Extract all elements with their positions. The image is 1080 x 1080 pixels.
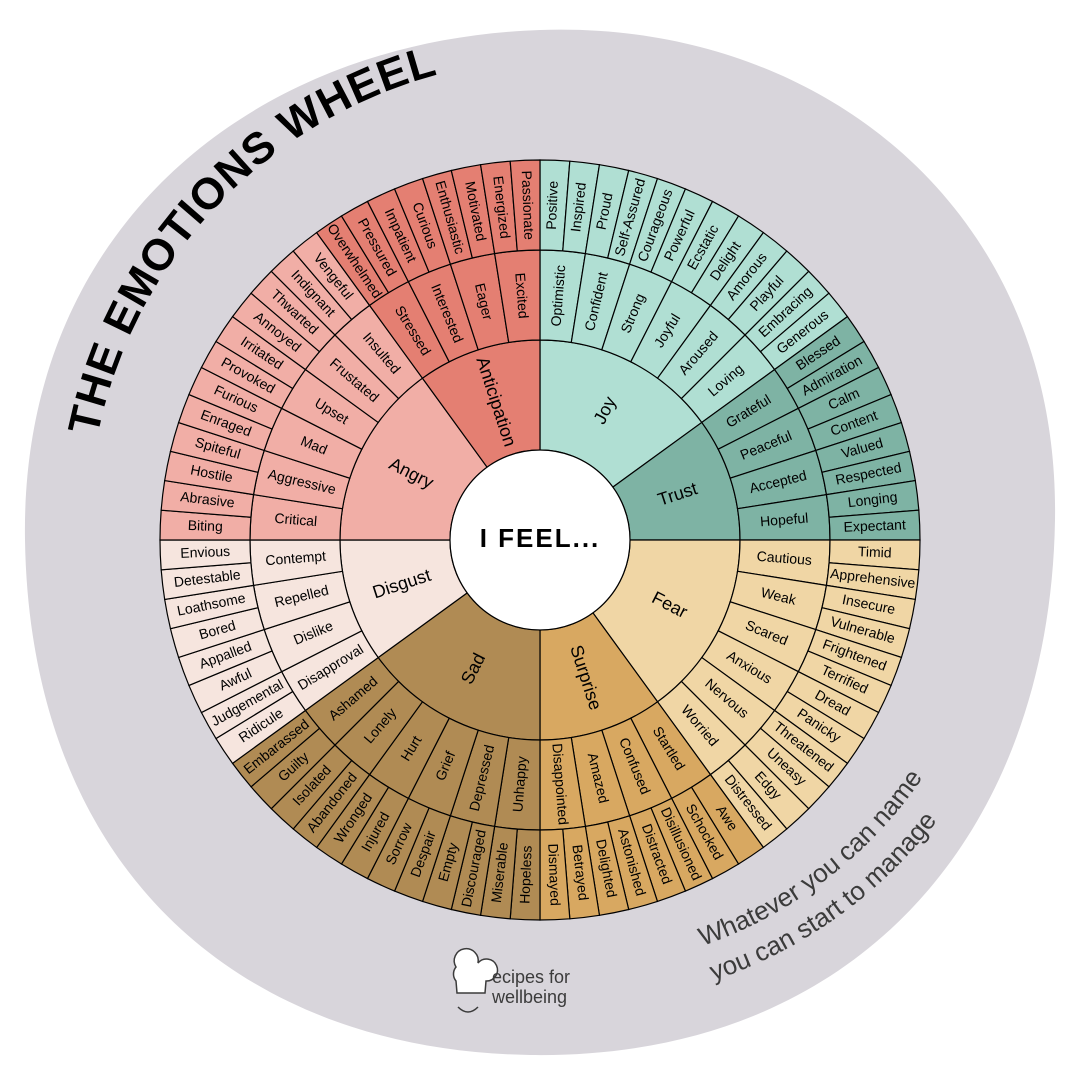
emotions-wheel-infographic: JoyOptimisticConfidentStrongJoyfulArouse… <box>0 0 1080 1080</box>
outer-label: Dismayed <box>545 843 563 906</box>
mid-label: Critical <box>274 510 318 529</box>
outer-label: Passionate <box>519 170 538 240</box>
outer-label: Timid <box>858 543 892 560</box>
outer-label: Envious <box>180 543 230 561</box>
center-label: I FEEL... <box>480 523 601 553</box>
logo-line1: ecipes for <box>492 967 570 987</box>
outer-label: Expectant <box>843 516 906 534</box>
logo-line2: wellbeing <box>491 987 567 1007</box>
outer-label: Hopeless <box>516 845 534 904</box>
wheel-svg: JoyOptimisticConfidentStrongJoyfulArouse… <box>0 0 1080 1080</box>
outer-label: Biting <box>187 517 223 534</box>
outer-label: Positive <box>543 180 561 230</box>
